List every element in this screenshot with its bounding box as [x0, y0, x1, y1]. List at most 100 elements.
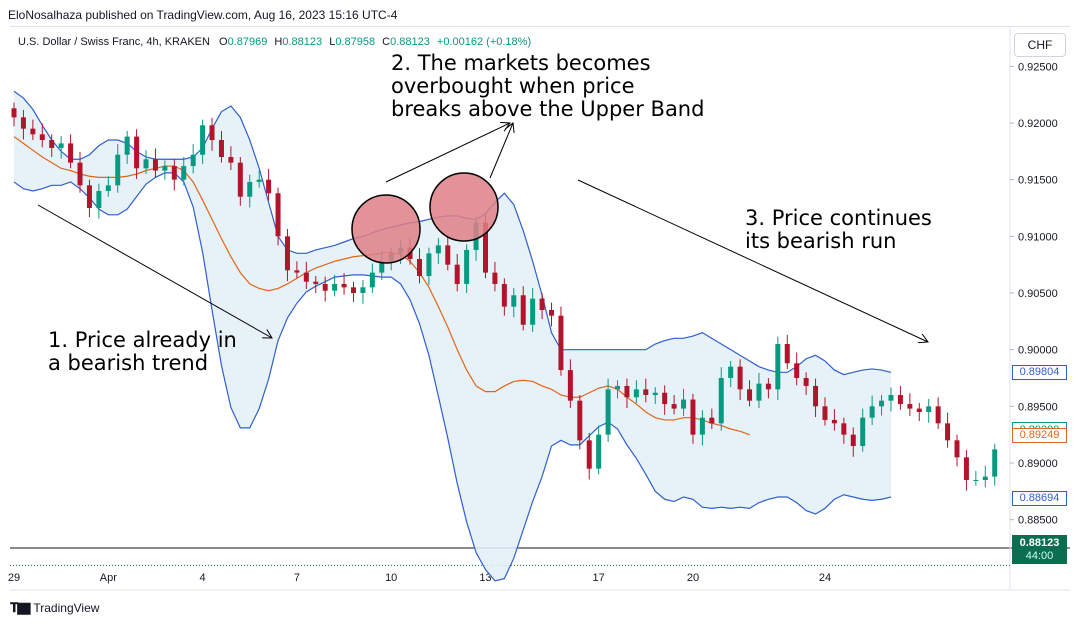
y-tick-label: 0.90000	[1018, 345, 1058, 357]
candle-body	[303, 272, 309, 282]
candle-body	[322, 283, 328, 291]
candle-body	[115, 154, 121, 186]
candle-body	[96, 191, 102, 208]
close-value: 0.88123	[390, 36, 430, 48]
candle-body	[49, 140, 55, 148]
candle-body	[162, 166, 168, 171]
candle-body	[520, 295, 526, 325]
annotation-bearish-trend: 1. Price already in a bearish trend	[48, 328, 237, 375]
candle-body	[822, 406, 828, 420]
x-tick-label: 4	[200, 572, 206, 584]
candle-body	[897, 395, 903, 405]
annotation-bearish-run: 3. Price continues its bearish run	[745, 206, 932, 253]
y-tick-label: 0.91500	[1018, 175, 1058, 187]
candle-body	[794, 363, 800, 378]
overbought-highlight-circle	[429, 172, 499, 242]
candle-body	[662, 392, 668, 405]
candle-body	[39, 134, 45, 140]
candle-body	[30, 128, 36, 135]
candle-body	[511, 295, 517, 307]
x-tick-label: 20	[687, 572, 699, 584]
candle-body	[586, 440, 592, 469]
annotation-arrow	[385, 123, 510, 183]
symbol-name[interactable]: U.S. Dollar / Swiss Franc, 4h, KRAKEN	[18, 36, 210, 48]
annotation-arrow	[577, 179, 928, 342]
candle-body	[266, 179, 272, 194]
candle-body	[209, 125, 215, 140]
candle-body	[699, 417, 705, 435]
candle-body	[605, 389, 611, 435]
y-tick-label: 0.88500	[1018, 515, 1058, 527]
x-tick-label: Apr	[100, 572, 117, 584]
low-value: 0.87958	[335, 36, 376, 48]
candle-body	[567, 370, 573, 401]
open-value: 0.87969	[227, 36, 268, 48]
y-tick-label: 0.92500	[1018, 61, 1058, 73]
annotation-arrow	[489, 123, 513, 179]
candle-body	[954, 440, 960, 458]
high-value: 0.88123	[282, 36, 323, 48]
candle-body	[907, 404, 913, 409]
price-tag-orange: 0.89249	[1012, 427, 1067, 443]
candle-body	[105, 185, 111, 191]
candle-body	[483, 222, 488, 273]
candle-body	[671, 404, 677, 409]
candle-body	[181, 166, 187, 180]
last-price-tag: 0.88123 44:00	[1012, 535, 1067, 564]
candle-body	[294, 270, 300, 273]
candle-body	[841, 423, 847, 435]
candle-body	[237, 162, 243, 197]
candle-body	[171, 166, 177, 180]
candle-body	[256, 179, 262, 182]
candle-body	[888, 395, 894, 401]
candle-body	[492, 272, 498, 284]
candle-body	[831, 419, 837, 424]
annotation-overbought: 2. The markets becomes overbought when p…	[391, 51, 705, 121]
candle-body	[879, 400, 885, 407]
candle-body	[218, 140, 224, 157]
candle-body	[926, 406, 932, 412]
candle-body	[992, 449, 998, 477]
candle-body	[445, 245, 451, 265]
y-tick-label: 0.92000	[1018, 118, 1058, 130]
candle-body	[501, 283, 507, 307]
x-tick-label: 29	[8, 572, 20, 584]
candle-body	[426, 253, 432, 276]
candle-body	[615, 385, 621, 390]
candle-body	[775, 344, 781, 390]
candle-body	[68, 143, 74, 163]
x-tick-label: 13	[479, 572, 491, 584]
candle-body	[813, 385, 819, 407]
candle-body	[58, 143, 64, 148]
candle-body	[20, 117, 26, 129]
candle-body	[963, 457, 969, 480]
bar-countdown: 44:00	[1025, 549, 1054, 562]
overbought-highlight-circle	[351, 194, 421, 264]
symbol-legend: U.S. Dollar / Swiss Franc, 4h, KRAKEN O0…	[18, 36, 531, 48]
open-label: O	[219, 36, 228, 48]
candle-body	[228, 157, 234, 163]
candle-body	[152, 159, 158, 171]
candle-body	[275, 193, 281, 237]
candle-body	[530, 298, 536, 325]
candle-body	[973, 480, 979, 481]
candle-body	[945, 423, 951, 441]
candle-body	[737, 366, 743, 390]
candle-body	[549, 310, 555, 316]
candle-body	[435, 245, 441, 254]
change-value: +0.00162 (+0.18%)	[436, 36, 532, 48]
candle-body	[86, 185, 92, 208]
candle-body	[341, 283, 347, 288]
candle-body	[681, 399, 687, 409]
candle-body	[332, 283, 338, 291]
candle-body	[916, 408, 922, 412]
candle-body	[539, 298, 545, 310]
tradingview-logo[interactable]: 𝐓▇ TradingView	[10, 600, 99, 616]
candle-body	[379, 261, 385, 273]
low-label: L	[329, 36, 336, 48]
currency-button[interactable]: CHF	[1014, 33, 1066, 57]
candle-body	[765, 383, 771, 390]
candle-body	[360, 287, 366, 293]
candle-body	[247, 181, 253, 197]
